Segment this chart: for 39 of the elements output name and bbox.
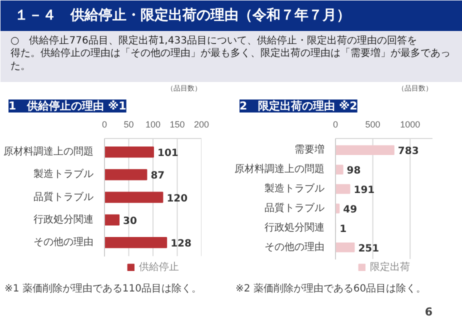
- data-label: 1: [340, 224, 347, 235]
- chart-title: 2 限定出荷の理由 ※2: [240, 100, 358, 112]
- x-tick-label: 500: [365, 120, 380, 130]
- data-label: 30: [123, 216, 138, 227]
- data-label: 87: [150, 170, 165, 182]
- data-label: 783: [398, 146, 419, 158]
- y-tick-label: 品質トラブル: [264, 202, 324, 214]
- data-label: 128: [170, 238, 192, 250]
- y-tick-label: 製造トラブル: [34, 168, 94, 180]
- x-tick-label: 50: [124, 120, 134, 130]
- text: 6: [424, 306, 433, 318]
- x-tick-label: 0: [332, 120, 338, 130]
- data-label: 101: [157, 148, 178, 160]
- data-label: 49: [343, 204, 358, 216]
- y-tick-label: 行政処分関連: [264, 221, 324, 234]
- y-tick-label: その他の理由: [34, 236, 94, 248]
- legend-label: 限定出荷: [370, 260, 410, 274]
- data-label: 120: [166, 193, 188, 204]
- x-tick-label: 200: [194, 120, 210, 130]
- text: ※2 薬価削除が理由である60品目は除く。: [236, 282, 426, 294]
- text: ※1 薬価削除が理由である110品目は除く。: [4, 282, 202, 294]
- y-tick-label: その他の理由: [264, 240, 324, 253]
- data-label: 98: [346, 166, 361, 177]
- y-tick-label: 製造トラブル: [264, 182, 324, 195]
- y-tick-label: 原材料調達上の問題: [4, 146, 94, 158]
- y-tick-label: 行政処分関連: [34, 213, 94, 226]
- data-label: 191: [354, 185, 375, 196]
- text: １－４ 供給停止・限定出荷の理由（令和７年７月）: [14, 6, 350, 24]
- x-tick-label: 1000: [400, 120, 420, 130]
- x-tick-label: 0: [102, 120, 108, 130]
- y-tick-label: 原材料調達上の問題: [234, 163, 324, 176]
- chart-title: 1 供給停止の理由 ※1: [8, 100, 126, 112]
- y-tick-label: 品質トラブル: [34, 190, 94, 203]
- x-tick-label: 100: [145, 120, 161, 130]
- text: ○ 供給停止776品目、限定出荷1,433品目について、供給停止・限定出荷の理由の回答を得た。供給停止の理由は「その他の理由」が最も多く、限定出荷の理由は「需要増」が最多であった。: [10, 34, 450, 72]
- y-tick-label: 需要増: [294, 144, 324, 156]
- legend-label: 供給停止: [139, 260, 179, 274]
- data-label: 251: [358, 243, 380, 254]
- x-tick-label: 150: [170, 120, 185, 130]
